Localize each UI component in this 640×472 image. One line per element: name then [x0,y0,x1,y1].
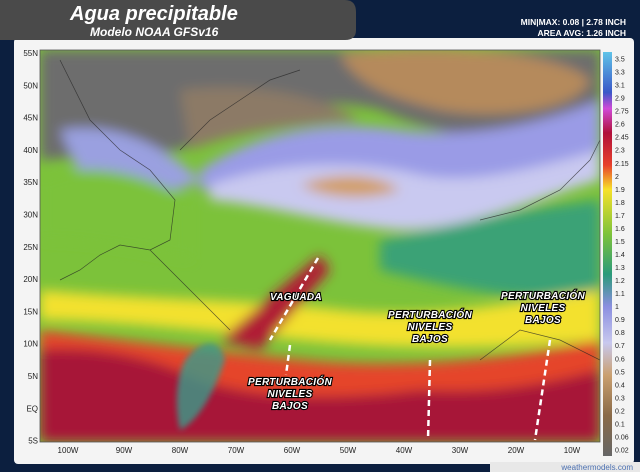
annotation-label: NIVELES [408,322,453,333]
latitude-label: 40N [23,146,38,155]
colorbar-tick-label: 0.4 [615,382,625,389]
latitude-label: 25N [23,243,38,252]
colorbar-tick-label: 2.75 [615,109,629,116]
annotation-label: PERTURBACIÓN [248,375,332,388]
colorbar-tick-label: 0.06 [615,434,629,441]
colorbar-tick-label: 1 [615,304,619,311]
colorbar-tick-label: 2.6 [615,122,625,129]
map [40,50,600,442]
colorbar-tick-label: 2.15 [615,161,629,168]
colorbar-tick-label: 3.5 [615,57,625,64]
footer-bar [490,462,640,472]
colorbar-tick-label: 1.2 [615,278,625,285]
colorbar-tick-label: 1.9 [615,187,625,194]
colorbar-tick-label: 1.6 [615,226,625,233]
colorbar-tick-label: 0.7 [615,343,625,350]
latitude-label: 10N [23,340,38,349]
colorbar-tick-label: 3.3 [615,70,625,77]
longitude-label: 100W [58,446,79,455]
colorbar-tick-label: 1.1 [615,291,625,298]
longitude-label: 80W [172,446,189,455]
longitude-label: 40W [396,446,413,455]
annotation-label: PERTURBACIÓN [388,308,472,321]
colorbar-tick-label: 0.5 [615,369,625,376]
colorbar-tick-label: 0.02 [615,447,629,454]
latitude-label: 30N [23,211,38,220]
colorbar-tick-label: 2.3 [615,148,625,155]
latitude-label: 20N [23,275,38,284]
colorbar-tick-label: 1.3 [615,265,625,272]
annotation-label: PERTURBACIÓN [501,289,585,302]
annotation-label: VAGUADA [270,292,322,303]
colorbar-tick-label: 2 [615,174,619,181]
latitude-label: EQ [26,404,38,413]
subtitle: Modelo NOAA GFSv16 [90,25,219,39]
title: Agua precipitable [69,3,238,25]
longitude-label: 70W [228,446,245,455]
latitude-label: 55N [23,49,38,58]
colorbar-tick-label: 0.9 [615,317,625,324]
title-box [0,0,356,40]
colorbar [603,52,612,456]
colorbar-tick-label: 2.45 [615,135,629,142]
longitude-label: 60W [284,446,301,455]
colorbar-tick-label: 0.2 [615,408,625,415]
annotation-label: NIVELES [521,303,566,314]
annotation-label: BAJOS [525,315,561,326]
colorbar-tick-label: 0.1 [615,421,625,428]
stats-minmax: MIN|MAX: 0.08 | 2.78 INCH [521,17,626,27]
colorbar-tick-label: 1.7 [615,213,625,220]
colorbar-tick-label: 2.9 [615,96,625,103]
latitude-label: 35N [23,178,38,187]
latitude-label: 15N [23,307,38,316]
latitude-label: 45N [23,114,38,123]
latitude-label: 5S [28,437,38,446]
colorbar-tick-label: 1.4 [615,252,625,259]
annotation-label: NIVELES [268,389,313,400]
annotation-lines [268,257,552,441]
longitude-label: 20W [508,446,525,455]
stats-average: AREA AVG: 1.26 INCH [538,28,626,38]
colorbar-tick-label: 3.1 [615,83,625,90]
longitude-label: 30W [452,446,469,455]
longitude-label: 10W [564,446,581,455]
latitude-label: 5N [28,372,38,381]
colorbar-tick-label: 0.6 [615,356,625,363]
longitude-label: 50W [340,446,357,455]
colorbar-tick-label: 1.5 [615,239,625,246]
longitude-label: 90W [116,446,133,455]
watermark: weathermodels.com [560,463,633,472]
annotation-label: BAJOS [272,401,308,412]
colorbar-tick-label: 0.8 [615,330,625,337]
latitude-label: 50N [23,81,38,90]
colorbar-tick-label: 0.3 [615,395,625,402]
colorbar-tick-label: 1.8 [615,200,625,207]
annotation-label: BAJOS [412,334,448,345]
